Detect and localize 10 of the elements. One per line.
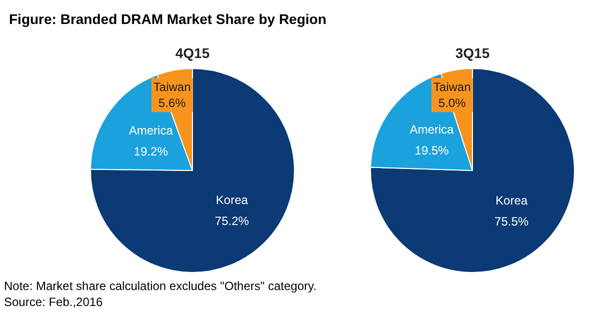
text: Note: Market share calculation excludes "Others" category. <box>4 279 316 293</box>
chart-title: 3Q15 <box>455 45 490 62</box>
data-label: 75.5% <box>494 214 529 228</box>
text: Figure: Branded DRAM Market Share by Region <box>9 10 326 29</box>
slice-label: Korea <box>216 192 248 207</box>
data-label: 19.5% <box>414 143 450 158</box>
slice-label: Korea <box>496 193 528 208</box>
data-label: 75.2% <box>214 214 250 228</box>
source-note: Source: Feb.,2016 <box>4 295 103 310</box>
chart-title: 4Q15 <box>175 45 210 62</box>
